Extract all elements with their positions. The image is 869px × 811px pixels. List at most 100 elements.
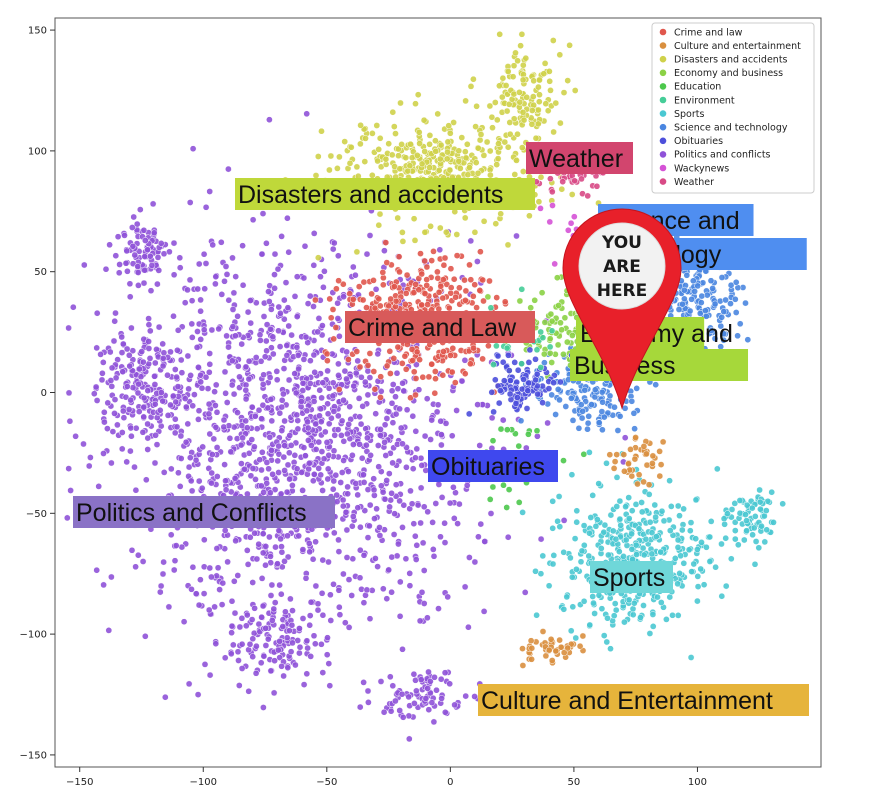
scatter-point: [319, 669, 327, 676]
scatter-point: [594, 516, 601, 523]
scatter-point: [140, 226, 148, 234]
scatter-point: [330, 529, 338, 537]
scatter-point: [416, 356, 423, 364]
scatter-point: [321, 267, 328, 275]
scatter-point: [124, 267, 131, 275]
scatter-point: [635, 471, 643, 479]
scatter-point: [462, 154, 470, 162]
scatter-point: [333, 491, 341, 499]
scatter-point: [652, 381, 660, 389]
scatter-point: [579, 407, 587, 415]
scatter-point: [768, 488, 776, 496]
scatter-point: [326, 682, 334, 690]
scatter-point: [383, 415, 391, 422]
scatter-point: [132, 563, 139, 571]
scatter-point: [411, 532, 419, 540]
scatter-point: [584, 192, 592, 200]
scatter-point: [744, 336, 752, 344]
scatter-point: [364, 687, 372, 695]
scatter-point: [301, 242, 309, 250]
scatter-point: [731, 535, 739, 543]
scatter-point: [685, 546, 693, 554]
scatter-point: [213, 545, 221, 552]
scatter-point: [440, 261, 448, 269]
scatter-point: [564, 644, 572, 652]
scatter-point: [418, 462, 426, 469]
scatter-point: [284, 532, 291, 540]
scatter-point: [340, 570, 347, 578]
scatter-point: [722, 534, 730, 542]
x-tick-label: 50: [568, 777, 581, 788]
scatter-point: [392, 697, 399, 705]
scatter-point: [296, 625, 303, 632]
scatter-point: [230, 577, 238, 585]
scatter-point: [486, 147, 494, 155]
scatter-point: [63, 514, 71, 522]
scatter-point: [318, 589, 326, 597]
scatter-point: [721, 520, 728, 528]
scatter-point: [548, 327, 556, 335]
scatter-point: [667, 503, 675, 510]
scatter-point: [571, 535, 579, 542]
scatter-point: [632, 434, 639, 441]
scatter-point: [208, 573, 215, 581]
scatter-point: [348, 592, 356, 599]
scatter-point: [555, 493, 563, 500]
scatter-point: [149, 200, 157, 208]
scatter-point: [374, 350, 382, 358]
scatter-point: [410, 670, 418, 678]
scatter-point: [372, 410, 380, 418]
scatter-point: [443, 155, 451, 163]
scatter-point: [226, 434, 234, 442]
scatter-point: [645, 481, 653, 489]
scatter-point: [526, 212, 533, 220]
scatter-point: [151, 400, 159, 408]
scatter-point: [242, 622, 250, 630]
scatter-point: [175, 469, 182, 477]
cluster-label-text: Sports: [593, 564, 665, 592]
scatter-point: [569, 603, 577, 611]
scatter-point: [635, 525, 643, 533]
scatter-point: [275, 469, 282, 476]
scatter-point: [157, 389, 165, 396]
scatter-point: [287, 648, 295, 656]
scatter-point: [345, 576, 353, 583]
scatter-point: [268, 447, 275, 454]
scatter-point: [732, 309, 740, 316]
scatter-point: [423, 276, 431, 283]
legend-marker: [659, 151, 667, 158]
scatter-point: [211, 388, 218, 396]
scatter-point: [555, 302, 562, 309]
scatter-point: [341, 619, 349, 627]
scatter-point: [369, 130, 376, 137]
scatter-point: [249, 653, 257, 661]
scatter-point: [389, 419, 397, 427]
scatter-point: [674, 580, 681, 588]
scatter-point: [402, 154, 410, 162]
scatter-point: [205, 410, 213, 418]
scatter-point: [65, 324, 72, 332]
scatter-point: [100, 581, 107, 589]
scatter-point: [666, 527, 674, 534]
scatter-point: [578, 175, 585, 183]
scatter-point: [118, 333, 126, 341]
scatter-point: [110, 337, 118, 345]
scatter-point: [629, 611, 637, 619]
scatter-point: [434, 268, 441, 276]
x-axis: −150 −100 −50 0 50 100: [66, 767, 707, 788]
scatter-point: [620, 451, 628, 458]
scatter-point: [206, 350, 214, 357]
scatter-point: [445, 304, 453, 312]
scatter-point: [376, 210, 384, 218]
scatter-point: [304, 339, 312, 346]
scatter-point: [252, 354, 260, 361]
scatter-point: [340, 437, 348, 445]
scatter-point: [709, 285, 716, 292]
scatter-point: [394, 385, 402, 393]
scatter-point: [363, 441, 370, 449]
scatter-point: [467, 360, 474, 368]
scatter-point: [93, 397, 101, 404]
scatter-point: [585, 552, 593, 560]
scatter-point: [648, 550, 656, 558]
